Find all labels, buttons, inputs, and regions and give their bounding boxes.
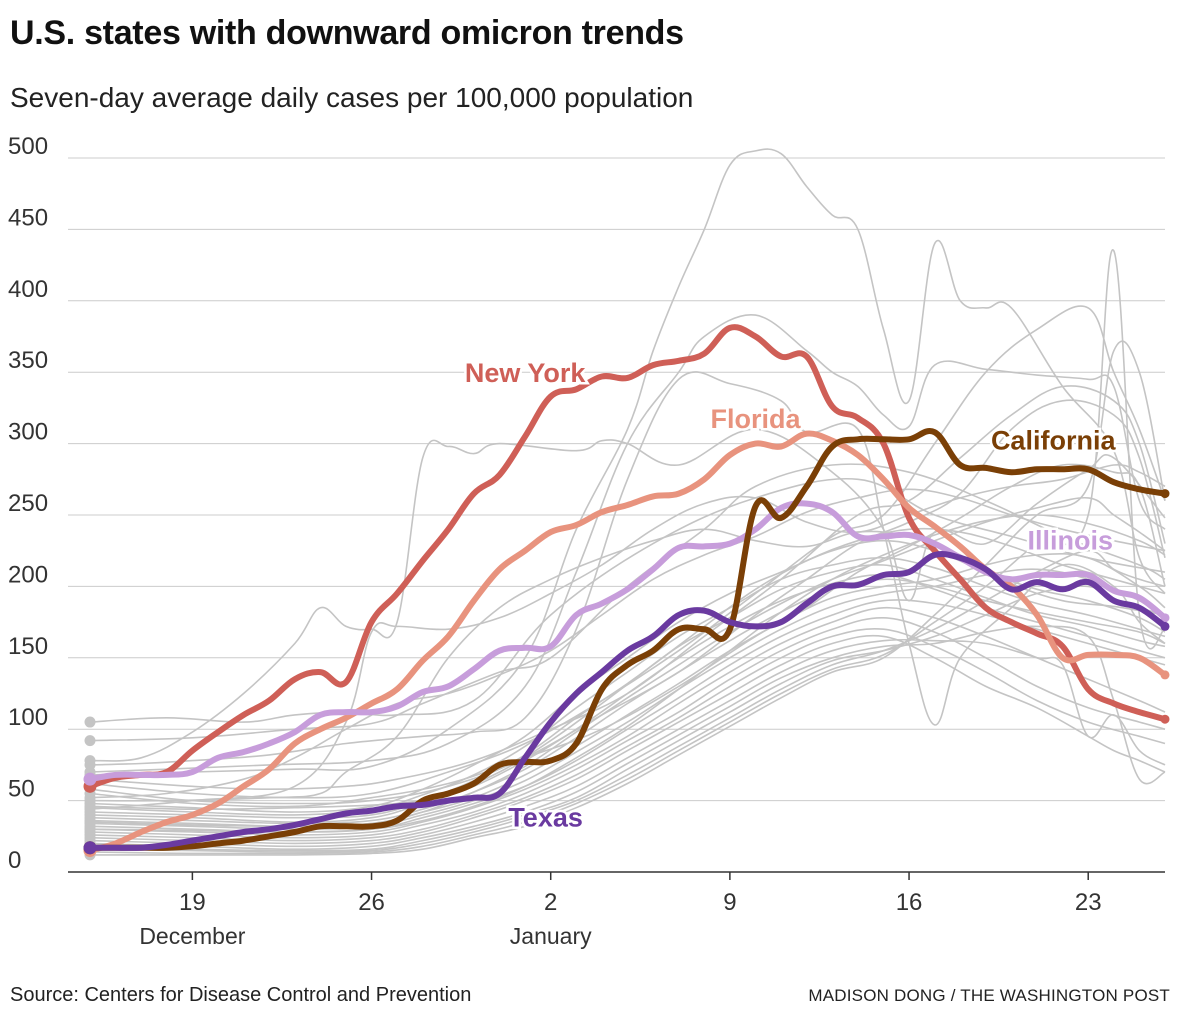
series-end-dot bbox=[1160, 714, 1170, 724]
other-state-line bbox=[89, 578, 1166, 825]
chart-subtitle: Seven-day average daily cases per 100,00… bbox=[10, 82, 694, 113]
other-state-line bbox=[89, 463, 1166, 810]
axis-ticks: 0 50 100 150 200 250 300 350 400 450 500 19 December… bbox=[8, 133, 1102, 949]
grid-lines bbox=[68, 157, 1165, 873]
other-state-line bbox=[89, 563, 1166, 819]
other-state-line bbox=[89, 574, 1166, 823]
other-state-line bbox=[89, 627, 1166, 842]
y-tick-label: 50 bbox=[8, 776, 35, 803]
series-end-dot bbox=[1160, 621, 1170, 631]
other-state-line bbox=[89, 616, 1166, 839]
other-state-line bbox=[89, 553, 1166, 828]
series-end-dot bbox=[1160, 670, 1170, 680]
other-state-line bbox=[89, 428, 1166, 762]
other-state-start-dot bbox=[84, 800, 96, 812]
state-labels: New York Florida California Illinois Texas bbox=[462, 356, 1119, 835]
credit-note: MADISON DONG / THE WASHINGTON POST bbox=[808, 986, 1170, 1005]
x-tick-label: 9 bbox=[723, 889, 736, 916]
series-label-california: California bbox=[991, 425, 1117, 455]
x-tick-month-label: December bbox=[139, 923, 245, 949]
x-tick-label: 26 bbox=[358, 889, 385, 916]
x-tick-month-label: January bbox=[510, 923, 592, 949]
y-tick-label: 350 bbox=[8, 347, 48, 374]
line-chart: New York Florida California Illinois Texas 0… bbox=[8, 133, 1170, 949]
other-state-start-dot bbox=[84, 792, 96, 804]
series-start-dot bbox=[83, 772, 97, 786]
y-tick-label: 300 bbox=[8, 419, 48, 446]
other-state-line bbox=[89, 527, 1166, 811]
series-line-texas bbox=[87, 550, 1168, 851]
series-label-florida: Florida bbox=[710, 404, 801, 434]
other-state-line bbox=[89, 477, 1166, 723]
y-tick-label: 500 bbox=[8, 133, 48, 160]
other-state-line bbox=[89, 568, 1166, 830]
y-tick-label: 200 bbox=[8, 561, 48, 588]
other-state-line bbox=[89, 399, 1166, 805]
other-state-line bbox=[89, 488, 1166, 799]
series-end-dot bbox=[1160, 489, 1170, 499]
x-tick-label: 2 bbox=[544, 889, 557, 916]
x-tick-label: 16 bbox=[896, 889, 923, 916]
other-state-start-dot bbox=[84, 823, 96, 835]
series-label-texas: Texas bbox=[508, 802, 583, 832]
other-state-line bbox=[89, 638, 1166, 848]
other-state-line bbox=[89, 148, 1166, 776]
series-line-florida bbox=[87, 430, 1168, 854]
y-tick-label: 0 bbox=[8, 847, 21, 874]
chart-title: U.S. states with downward omicron trends bbox=[10, 14, 684, 52]
other-state-line bbox=[89, 549, 1166, 853]
series-start-dot bbox=[83, 841, 97, 855]
other-state-line bbox=[89, 463, 1166, 808]
other-state-line bbox=[89, 514, 1166, 833]
y-tick-label: 100 bbox=[8, 704, 48, 731]
y-tick-label: 250 bbox=[8, 490, 48, 517]
series-label-new-york: New York bbox=[465, 358, 587, 388]
source-note: Source: Centers for Disease Control and … bbox=[10, 984, 472, 1006]
other-state-line bbox=[90, 340, 1166, 856]
other-state-line bbox=[89, 634, 1166, 845]
y-tick-label: 450 bbox=[8, 204, 48, 231]
other-state-line bbox=[89, 606, 1166, 836]
series-line-california bbox=[87, 428, 1168, 851]
other-state-start-dot bbox=[84, 716, 96, 728]
series-end-dot bbox=[1160, 613, 1170, 623]
y-tick-label: 400 bbox=[8, 276, 48, 303]
series-line-new-york bbox=[87, 324, 1168, 790]
x-tick-label: 23 bbox=[1075, 889, 1102, 916]
other-state-line bbox=[89, 249, 1166, 855]
highlighted-state-lines bbox=[83, 324, 1170, 858]
x-tick-label: 19 bbox=[179, 889, 206, 916]
y-tick-label: 150 bbox=[8, 633, 48, 660]
series-label-illinois: Illinois bbox=[1028, 525, 1114, 555]
other-state-start-dot bbox=[84, 735, 96, 747]
other-state-line bbox=[89, 625, 1166, 850]
